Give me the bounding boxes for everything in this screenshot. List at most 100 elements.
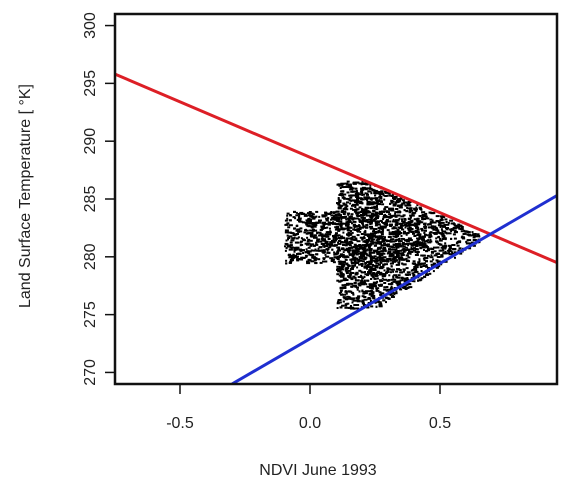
- scatter-point: [367, 290, 372, 293]
- scatter-point: [418, 244, 423, 247]
- scatter-point: [395, 253, 399, 255]
- scatter-point: [389, 202, 392, 205]
- scatter-point: [364, 244, 369, 247]
- scatter-point: [457, 240, 460, 243]
- scatter-point: [369, 227, 374, 230]
- scatter-point: [375, 262, 378, 265]
- scatter-point: [412, 241, 416, 244]
- scatter-point: [333, 256, 338, 259]
- scatter-point: [351, 297, 356, 300]
- scatter-point: [307, 222, 312, 225]
- scatter-point: [388, 224, 393, 226]
- scatter-point: [348, 296, 351, 299]
- scatter-point: [337, 203, 341, 206]
- scatter-point: [387, 243, 390, 246]
- scatter-point: [370, 259, 374, 262]
- y-tick-label: 280: [82, 243, 99, 270]
- scatter-point: [438, 239, 443, 242]
- scatter-point: [346, 212, 350, 215]
- scatter-point: [376, 248, 379, 251]
- scatter-point: [360, 190, 364, 193]
- scatter-point: [297, 230, 301, 233]
- scatter-point: [335, 232, 338, 235]
- scatter-point: [441, 224, 445, 227]
- scatter-point: [366, 211, 370, 214]
- scatter-point: [390, 281, 393, 284]
- scatter-point: [291, 259, 294, 262]
- scatter-point: [392, 275, 395, 278]
- scatter-point: [460, 236, 465, 239]
- scatter-point: [430, 254, 433, 257]
- scatter-point: [370, 202, 375, 205]
- scatter-point: [383, 282, 387, 284]
- scatter-point: [316, 239, 320, 242]
- scatter-point: [384, 213, 387, 216]
- scatter-point: [294, 256, 298, 259]
- scatter-point: [338, 292, 341, 295]
- scatter-point: [339, 187, 342, 189]
- scatter-point: [360, 183, 363, 186]
- scatter-point: [337, 248, 341, 251]
- scatter-point: [379, 265, 384, 268]
- scatter-point: [476, 233, 480, 236]
- scatter-point: [413, 208, 417, 211]
- scatter-point: [362, 182, 367, 185]
- scatter-point: [356, 286, 359, 289]
- scatter-point: [385, 289, 389, 292]
- scatter-point: [381, 239, 385, 242]
- scatter-point: [436, 261, 439, 264]
- scatter-point: [365, 242, 369, 245]
- scatter-point: [439, 226, 442, 228]
- scatter-point: [373, 190, 377, 193]
- scatter-point: [351, 251, 356, 254]
- scatter-point: [370, 198, 373, 201]
- scatter-point: [369, 284, 373, 287]
- scatter-point: [341, 209, 345, 212]
- scatter-point: [450, 230, 453, 232]
- scatter-point: [374, 217, 378, 220]
- scatter-point: [446, 249, 449, 252]
- scatter-point: [362, 240, 366, 243]
- scatter-point: [288, 248, 293, 251]
- scatter-point: [345, 283, 350, 286]
- scatter-point: [430, 250, 434, 253]
- scatter-point: [362, 251, 367, 254]
- scatter-point: [443, 237, 447, 240]
- scatter-point: [368, 238, 370, 241]
- scatter-point: [291, 237, 296, 240]
- scatter-point: [342, 231, 345, 234]
- scatter-point: [322, 251, 326, 254]
- scatter-point: [348, 226, 351, 229]
- scatter-point: [337, 183, 342, 186]
- scatter-point: [309, 220, 312, 223]
- scatter-point: [323, 238, 326, 241]
- scatter-point: [326, 226, 329, 229]
- scatter-point: [371, 219, 376, 222]
- scatter-point: [378, 195, 383, 198]
- scatter-point: [373, 231, 378, 233]
- scatter-point: [355, 194, 357, 197]
- scatter-point: [309, 221, 312, 224]
- scatter-point: [344, 306, 349, 309]
- scatter-point: [412, 232, 415, 235]
- scatter-point: [371, 235, 375, 238]
- scatter-point: [418, 260, 421, 263]
- scatter-point: [284, 229, 289, 232]
- scatter-point: [371, 264, 374, 266]
- scatter-point: [354, 264, 356, 267]
- scatter-point: [385, 210, 389, 213]
- scatter-point: [358, 290, 361, 293]
- scatter-point: [436, 246, 440, 249]
- scatter-point: [285, 239, 288, 242]
- scatter-point: [356, 191, 358, 194]
- scatter-point: [363, 275, 366, 278]
- scatter-point: [299, 218, 302, 221]
- scatter-point: [437, 242, 441, 245]
- scatter-point: [358, 206, 362, 209]
- scatter-point: [372, 232, 376, 235]
- scatter-point: [361, 202, 364, 205]
- scatter-point: [324, 241, 328, 243]
- scatter-point: [304, 221, 308, 224]
- scatter-point: [353, 304, 357, 306]
- scatter-point: [439, 232, 442, 235]
